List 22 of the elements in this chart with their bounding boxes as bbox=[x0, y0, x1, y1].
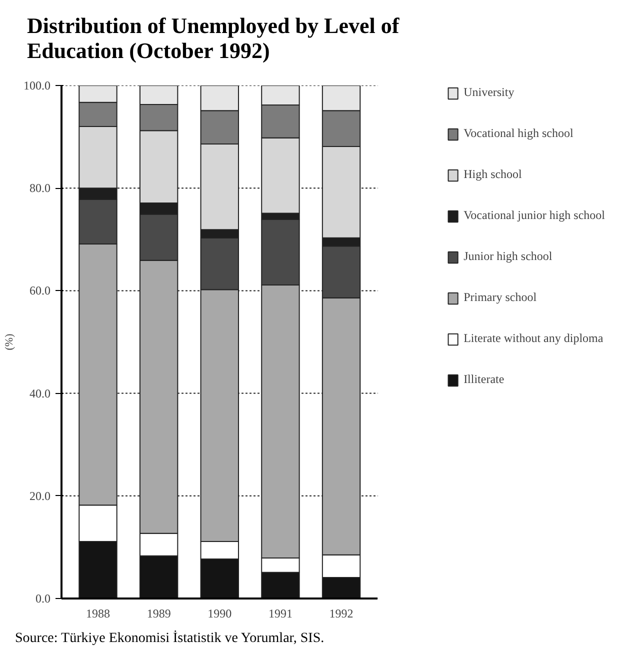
y-axis-title: (%) bbox=[4, 333, 16, 350]
legend-label: Primary school bbox=[464, 290, 537, 305]
legend-label: Vocational junior high school bbox=[464, 208, 605, 223]
chart-title: Distribution of Unemployed by Level of Education (October 1992) bbox=[26, 12, 400, 63]
x-tick-label: 1988 bbox=[86, 606, 110, 620]
legend-label: Vocational high school bbox=[464, 126, 574, 141]
source-note: Source: Türkiye Ekonomisi İstatistik ve Yorumlar, SIS. bbox=[15, 630, 324, 648]
legend-label: University bbox=[464, 85, 514, 100]
legend-label: Literate without any diploma bbox=[464, 331, 604, 346]
x-tick-label: 1991 bbox=[268, 606, 292, 620]
y-tick-label: 40.0 bbox=[30, 386, 50, 400]
y-tick-label: 0.0 bbox=[36, 592, 50, 606]
x-tick-label: 1992 bbox=[329, 606, 354, 620]
y-tick-label: 100.0 bbox=[24, 78, 50, 92]
y-tick-label: 20.0 bbox=[30, 488, 50, 503]
legend-label: Junior high school bbox=[464, 249, 552, 264]
y-tick-label: 60.0 bbox=[30, 284, 50, 298]
legend-label: Illiterate bbox=[464, 372, 504, 387]
x-tick-label: 1989 bbox=[146, 606, 171, 620]
x-tick-label: 1990 bbox=[208, 606, 232, 620]
legend-label: High school bbox=[464, 167, 522, 182]
y-tick-label: 80.0 bbox=[30, 181, 50, 196]
